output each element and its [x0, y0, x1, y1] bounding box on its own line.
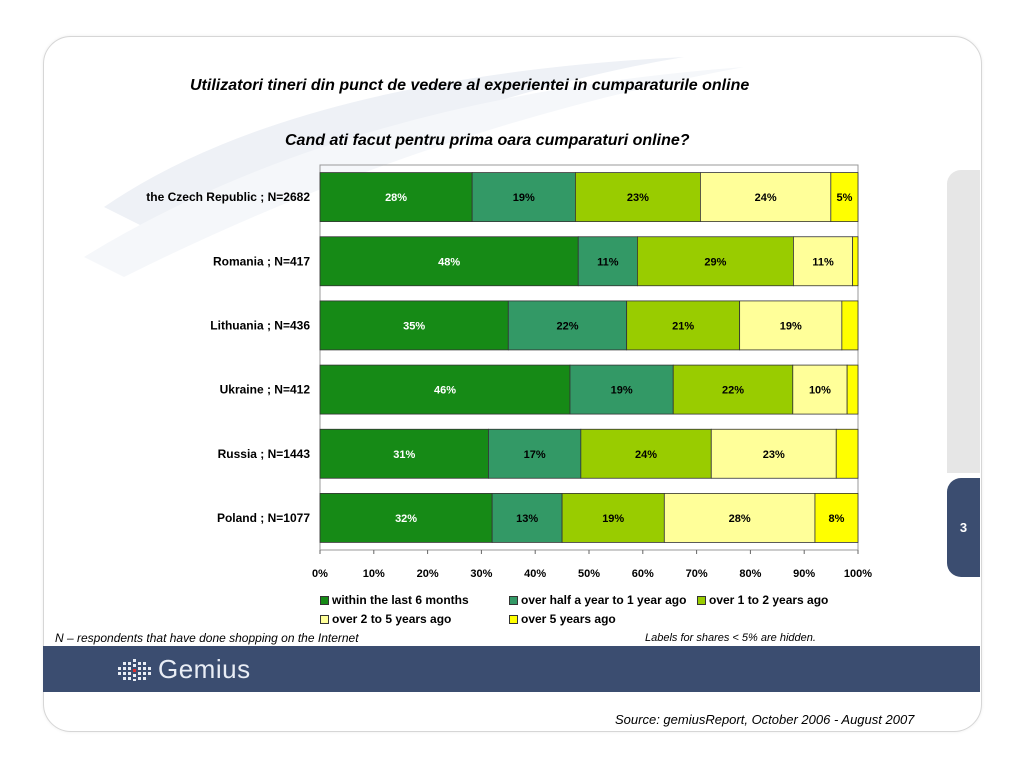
legend-item: over 5 years ago	[509, 612, 616, 626]
background-swoosh	[84, 57, 744, 277]
bar-segment	[852, 236, 859, 287]
bar-segment	[491, 493, 563, 543]
legend-item: over half a year to 1 year ago	[509, 593, 686, 607]
legend-label: over 5 years ago	[521, 612, 616, 626]
legend-label: within the last 6 months	[332, 593, 469, 607]
page-number-tab[interactable]: 3	[947, 478, 980, 577]
chart-subtitle: Cand ati facut pentru prima oara cumpara…	[285, 132, 690, 149]
category-label: the Czech Republic ; N=2682	[146, 190, 310, 204]
x-tick-label: 90%	[793, 568, 815, 580]
source-note: Source: gemiusReport, October 2006 - Aug…	[615, 712, 915, 727]
bar-segment	[710, 428, 837, 479]
bar-segment	[814, 493, 859, 543]
bar-segment	[835, 428, 859, 479]
data-label: 29%	[704, 256, 726, 268]
category-label: Poland ; N=1077	[217, 511, 310, 525]
data-label: 8%	[829, 513, 845, 525]
bar-segment	[569, 364, 674, 415]
data-label: 10%	[809, 385, 831, 397]
legend-item: within the last 6 months	[320, 593, 469, 607]
data-label: 28%	[385, 192, 407, 204]
data-label: 11%	[812, 256, 834, 268]
bar-segment	[319, 236, 579, 287]
data-label: 17%	[524, 449, 546, 461]
legend-swatch	[509, 614, 518, 624]
legend-label: over 1 to 2 years ago	[709, 593, 829, 607]
legend-swatch	[509, 595, 518, 605]
data-label: 24%	[755, 192, 777, 204]
bar-segment	[637, 236, 794, 287]
data-label: 23%	[627, 192, 649, 204]
page-number: 3	[959, 520, 968, 535]
x-tick-label: 40%	[524, 568, 546, 580]
data-label: 22%	[722, 385, 744, 397]
bar-segment	[663, 493, 816, 543]
category-label: Romania ; N=417	[213, 254, 310, 268]
x-tick-label: 0%	[312, 568, 328, 580]
bar-segment	[793, 236, 854, 287]
legend-label: over 2 to 5 years ago	[332, 612, 452, 626]
data-label: 19%	[780, 320, 802, 332]
bar-segment	[739, 300, 843, 351]
gemius-logo: Gemius	[118, 654, 251, 685]
side-tab-upper	[947, 170, 980, 473]
data-label: 32%	[395, 513, 417, 525]
data-label: 48%	[438, 256, 460, 268]
bar-segment	[672, 364, 794, 415]
data-label: 46%	[434, 385, 456, 397]
data-label: 24%	[635, 449, 657, 461]
data-label: 19%	[602, 513, 624, 525]
x-tick-label: 30%	[470, 568, 492, 580]
footer-band	[43, 646, 980, 692]
x-tick-label: 70%	[686, 568, 708, 580]
logo-grid-icon	[118, 658, 151, 681]
data-label: 22%	[556, 320, 578, 332]
legend-item: over 2 to 5 years ago	[320, 612, 451, 626]
x-tick-label: 20%	[417, 568, 439, 580]
bar-segment	[561, 493, 665, 543]
logo-text: Gemius	[158, 654, 251, 684]
bar-segment	[700, 172, 832, 222]
data-label: 13%	[516, 513, 538, 525]
x-tick-label: 10%	[363, 568, 385, 580]
data-label: 23%	[763, 449, 785, 461]
bar-segment	[830, 172, 859, 222]
stacked-bar-chart: 0% 10% 20% 30% 40% 50% 60% 70% 80% 90% 100% 28% 19% 2…	[146, 164, 872, 580]
bar-segment	[580, 428, 712, 479]
bar-segment	[577, 236, 638, 287]
x-tick-label: 80%	[739, 568, 761, 580]
bar-segment	[841, 300, 859, 351]
x-tick-label: 50%	[578, 568, 600, 580]
legend-label: over half a year to 1 year ago	[521, 593, 687, 607]
data-label: 31%	[393, 449, 415, 461]
legend-swatch	[320, 614, 329, 624]
category-label: Ukraine ; N=412	[220, 383, 311, 397]
category-label: Lithuania ; N=436	[210, 318, 310, 332]
data-label: 19%	[611, 385, 633, 397]
bar-segment	[792, 364, 848, 415]
x-tick-label: 60%	[632, 568, 654, 580]
bar-segment	[846, 364, 859, 415]
legend-item: over 1 to 2 years ago	[697, 593, 828, 607]
legend-swatch	[697, 595, 706, 605]
legend-swatch	[320, 595, 329, 605]
data-label: 11%	[597, 256, 619, 268]
chart-title: Utilizatori tineri din punct de vedere a…	[190, 77, 750, 94]
plot-area-border	[319, 164, 859, 551]
category-label: Russia ; N=1443	[218, 447, 311, 461]
data-label: 19%	[513, 192, 535, 204]
data-label: 21%	[672, 320, 694, 332]
bar-segment	[319, 493, 493, 543]
bar-segment	[319, 428, 489, 479]
bar-segment	[507, 300, 628, 351]
bar-segment	[319, 364, 571, 415]
data-label: 5%	[836, 192, 852, 204]
bar-segment	[319, 172, 473, 222]
bar-segment	[488, 428, 582, 479]
hidden-labels-note: Labels for shares < 5% are hidden.	[645, 632, 816, 644]
data-label: 35%	[403, 320, 425, 332]
footnote: N – respondents that have done shopping …	[55, 631, 359, 645]
x-tick-label: 100%	[844, 568, 872, 580]
data-label: 28%	[729, 513, 751, 525]
